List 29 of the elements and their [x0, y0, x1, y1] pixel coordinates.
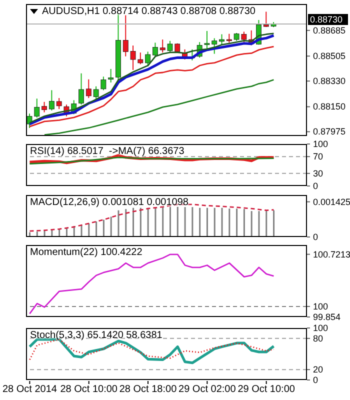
- y-tick-label: 0.001425: [313, 196, 350, 207]
- x-tick-label: 28 Oct 2014: [2, 384, 58, 395]
- y-tick-label: 100.7213: [313, 249, 350, 260]
- y-tick-label: 0.87975: [313, 126, 346, 137]
- y-tick-label: 100: [313, 301, 328, 312]
- y-tick-label: 20: [313, 364, 324, 375]
- y-tick-label: 0.88685: [313, 25, 346, 36]
- chart-title: Momentum(22) 100.4222: [30, 247, 142, 258]
- y-tick-label: 0: [313, 181, 318, 191]
- y-tick-label: 0: [313, 375, 318, 385]
- chart-title: MACD(12,26,9) 0.001081 0.001098: [30, 197, 188, 208]
- y-tick-label: 0.88150: [313, 102, 346, 112]
- chart-title: Stoch(5,3,3) 65.1420 58.6381: [30, 330, 162, 341]
- y-tick-label: 0: [313, 232, 318, 242]
- x-tick-label: 28 Oct 10:00: [60, 384, 118, 395]
- x-tick-label: 29 Oct 10:00: [238, 384, 296, 395]
- chart-title: AUDUSD,H1 0.88714 0.88743 0.88708 0.88730: [42, 6, 256, 17]
- x-tick-label: 28 Oct 18:00: [119, 384, 178, 395]
- y-tick-label: 100: [313, 323, 328, 333]
- y-tick-label: 99.854: [313, 312, 341, 322]
- y-tick-label: 70: [313, 152, 324, 162]
- y-tick-label: 0.88505: [313, 51, 346, 62]
- y-tick-label: 0.88330: [313, 76, 346, 86]
- ref-line-label: 0.88730: [310, 14, 343, 24]
- y-tick-label: 80: [313, 333, 324, 344]
- y-tick-label: 100: [313, 139, 328, 149]
- y-tick-label: 30: [313, 168, 324, 178]
- chart-title: RSI(14) 68.5017 ->MA(7) 66.3673: [30, 146, 184, 157]
- x-tick-label: 29 Oct 02:00: [178, 384, 236, 395]
